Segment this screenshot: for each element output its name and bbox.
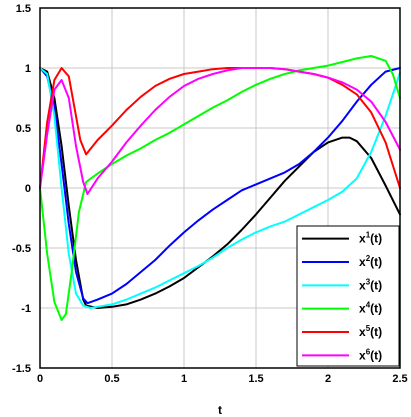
legend-label-base: x [359,348,366,362]
legend-label-suffix: (t) [370,348,382,362]
legend-label: x6(t) [359,347,382,362]
x-tick-label: 1.5 [248,373,263,385]
legend-label: x1(t) [359,231,382,246]
y-tick-label: -1 [21,303,31,315]
series-line-x4 [39,55,401,321]
plot-frame [39,7,401,369]
series-line-x6 [39,67,401,195]
legend-label-sup: 4 [366,301,371,310]
legend-label: x3(t) [359,277,382,292]
series-layer [39,55,401,321]
series-line-x1 [39,67,401,309]
legend-label-suffix: (t) [370,302,382,316]
y-tick-label: -1.5 [12,363,31,375]
legend-label-sup: 3 [366,277,371,286]
legend-label: x5(t) [359,324,382,339]
series-line-x3 [39,67,401,309]
y-tick-label: 0 [25,183,31,195]
y-tick-label: -0.5 [12,243,31,255]
legend-label-base: x [359,325,366,339]
x-tick-label: 2 [325,373,331,385]
legend-label-sup: 5 [366,324,371,333]
legend-box [296,225,400,367]
x-axis-label: t [218,403,222,417]
x-tick-label: 0 [37,373,43,385]
y-tick-label: 0.5 [16,123,31,135]
x-tick-label: 2.5 [392,373,407,385]
legend-label-suffix: (t) [370,232,382,246]
legend-label-suffix: (t) [370,255,382,269]
legend-label-suffix: (t) [370,278,382,292]
y-tick-label: 1 [25,63,31,75]
legend-label-base: x [359,255,366,269]
y-tick-label: 1.5 [16,3,31,15]
legend-label-base: x [359,302,366,316]
legend-label-base: x [359,278,366,292]
tick-labels: 0 0.5 1 1.5 2 2.5 -1.5 -1 -0.5 0 0.5 1 1.5 [12,3,408,385]
series-line-x2 [39,67,401,305]
legend: x1(t)x2(t)x3(t)x4(t)x5(t)x6(t) [296,225,400,367]
legend-label-base: x [359,232,366,246]
x-tick-label: 0.5 [104,373,119,385]
legend-label-sup: 6 [366,347,371,356]
legend-label-sup: 1 [366,231,371,240]
legend-label-suffix: (t) [370,325,382,339]
legend-label-sup: 2 [366,254,371,263]
x-tick-label: 1 [181,373,187,385]
legend-label: x4(t) [359,301,382,316]
legend-label: x2(t) [359,254,382,269]
